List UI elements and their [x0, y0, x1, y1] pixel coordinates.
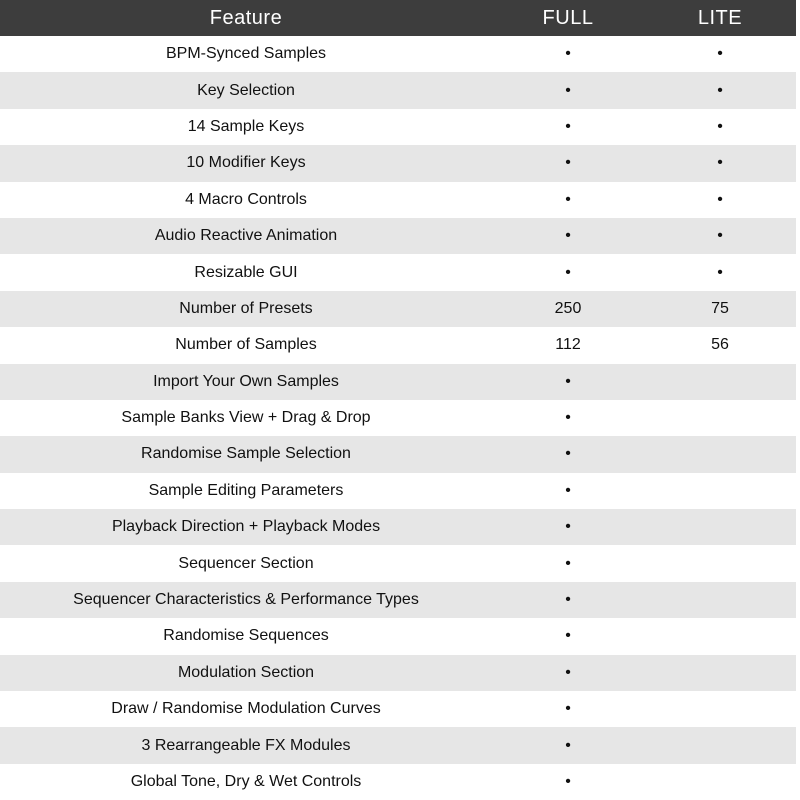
- feature-cell: Sequencer Characteristics & Performance …: [0, 581, 492, 619]
- header-lite: LITE: [644, 0, 796, 36]
- feature-cell: Audio Reactive Animation: [0, 217, 492, 255]
- header-feature: Feature: [0, 0, 492, 36]
- table-row: Number of Presets 250 75: [0, 290, 796, 328]
- full-cell: •: [492, 145, 644, 182]
- feature-cell: 14 Sample Keys: [187, 117, 305, 135]
- header-full: FULL: [492, 0, 644, 36]
- table-row: Sequencer Section •: [0, 545, 796, 581]
- feature-cell: Draw / Randomise Modulation Curves: [111, 700, 381, 718]
- full-cell: •: [492, 217, 644, 255]
- feature-cell: Number of Presets: [0, 290, 492, 328]
- lite-cell: 56: [711, 336, 729, 354]
- table-row: 10 Modifier Keys • •: [0, 145, 796, 182]
- table-row: 3 Rearrangeable FX Modules •: [0, 727, 796, 764]
- full-cell: •: [565, 263, 571, 281]
- full-cell: •: [492, 509, 644, 546]
- lite-cell: •: [644, 72, 796, 109]
- table-row: Audio Reactive Animation • •: [0, 217, 796, 255]
- full-cell: •: [565, 773, 571, 790]
- lite-cell: •: [717, 190, 723, 208]
- feature-cell: Import Your Own Samples: [0, 363, 492, 400]
- full-cell: •: [492, 654, 644, 692]
- header-row: Feature FULL LITE: [0, 0, 796, 36]
- full-cell: •: [565, 45, 571, 63]
- feature-cell: Playback Direction + Playback Modes: [0, 509, 492, 546]
- full-cell: •: [565, 190, 571, 208]
- full-cell: 250: [492, 290, 644, 328]
- table-row: Import Your Own Samples •: [0, 363, 796, 400]
- table-row: Key Selection • •: [0, 72, 796, 109]
- full-cell: •: [565, 554, 571, 572]
- lite-cell: [644, 654, 796, 692]
- feature-cell: Number of Samples: [175, 336, 317, 354]
- lite-cell: •: [717, 263, 723, 281]
- full-cell: •: [492, 72, 644, 109]
- full-cell: 112: [555, 336, 581, 354]
- table-row: Global Tone, Dry & Wet Controls •: [0, 764, 796, 800]
- table-row: BPM-Synced Samples • •: [0, 36, 796, 72]
- table-row: Sequencer Characteristics & Performance …: [0, 581, 796, 619]
- feature-cell: Global Tone, Dry & Wet Controls: [130, 773, 362, 790]
- feature-cell: Sample Editing Parameters: [148, 481, 344, 499]
- full-cell: •: [565, 117, 571, 135]
- lite-cell: [644, 436, 796, 473]
- full-cell: •: [492, 727, 644, 764]
- table-row: Number of Samples 112 56: [0, 327, 796, 363]
- full-cell: •: [492, 581, 644, 619]
- feature-cell: Randomise Sequences: [163, 627, 329, 645]
- feature-cell: 3 Rearrangeable FX Modules: [0, 727, 492, 764]
- full-cell: •: [565, 481, 571, 499]
- lite-cell: [644, 473, 796, 509]
- lite-cell: [644, 581, 796, 619]
- feature-cell: Key Selection: [0, 72, 492, 109]
- full-cell: •: [492, 363, 644, 400]
- table-row: Draw / Randomise Modulation Curves •: [0, 691, 796, 727]
- feature-cell: Modulation Section: [0, 654, 492, 692]
- full-cell: •: [565, 700, 571, 718]
- lite-cell: [644, 727, 796, 764]
- lite-cell: [644, 764, 796, 800]
- feature-cell: Randomise Sample Selection: [0, 436, 492, 473]
- lite-cell: [644, 691, 796, 727]
- feature-cell: BPM-Synced Samples: [165, 45, 327, 63]
- table-row: Randomise Sample Selection •: [0, 436, 796, 473]
- lite-cell: [644, 618, 796, 654]
- feature-cell: Sequencer Section: [178, 554, 314, 572]
- lite-cell: [644, 400, 796, 436]
- table-row: Randomise Sequences •: [0, 618, 796, 654]
- table-row: 14 Sample Keys • •: [0, 109, 796, 145]
- lite-cell: •: [644, 217, 796, 255]
- table-row: Sample Editing Parameters •: [0, 473, 796, 509]
- full-cell: •: [565, 627, 571, 645]
- table-row: Resizable GUI • •: [0, 254, 796, 290]
- feature-cell: Resizable GUI: [194, 263, 298, 281]
- table-row: Sample Banks View + Drag & Drop •: [0, 400, 796, 436]
- full-cell: •: [492, 436, 644, 473]
- lite-cell: •: [644, 145, 796, 182]
- feature-cell: Sample Banks View + Drag & Drop: [121, 409, 371, 427]
- lite-cell: [644, 509, 796, 546]
- lite-cell: [644, 545, 796, 581]
- lite-cell: 75: [644, 290, 796, 328]
- table-row: Playback Direction + Playback Modes •: [0, 509, 796, 546]
- table-row: 4 Macro Controls • •: [0, 182, 796, 218]
- feature-cell: 10 Modifier Keys: [0, 145, 492, 182]
- lite-cell: •: [717, 117, 723, 135]
- lite-cell: [644, 363, 796, 400]
- feature-cell: 4 Macro Controls: [185, 190, 307, 208]
- full-cell: •: [565, 409, 571, 427]
- lite-cell: •: [717, 45, 723, 63]
- table-row: Modulation Section •: [0, 654, 796, 692]
